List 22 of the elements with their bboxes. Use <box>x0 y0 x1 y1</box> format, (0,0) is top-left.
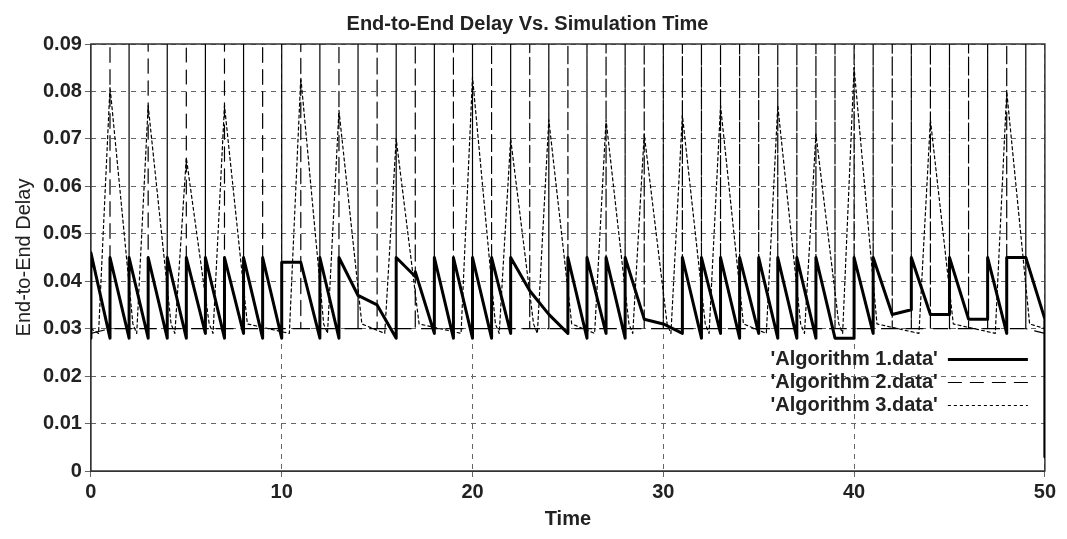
x-tick-label: 50 <box>1033 479 1056 502</box>
y-tick-label: 0.02 <box>42 363 82 386</box>
y-tick-label: 0.05 <box>42 221 82 244</box>
y-tick-label: 0 <box>70 458 82 481</box>
legend-label: 'Algorithm 3.data' <box>770 393 938 416</box>
x-axis-title: Time <box>544 506 592 529</box>
y-tick-label: 0.06 <box>42 173 82 196</box>
x-tick-label: 40 <box>842 479 866 502</box>
x-tick-label: 0 <box>85 479 97 502</box>
legend-label: 'Algorithm 1.data' <box>770 347 938 370</box>
x-tick-label: 30 <box>652 479 675 502</box>
y-axis-title: End-to-End Delay <box>11 178 34 337</box>
y-tick-label: 0.07 <box>42 126 82 149</box>
y-tick-label: 0.04 <box>42 268 83 291</box>
x-tick-label: 10 <box>270 479 293 502</box>
y-tick-label: 0.09 <box>42 31 82 54</box>
y-tick-label: 0.03 <box>42 316 82 339</box>
chart-title: End-to-End Delay Vs. Simulation Time <box>346 11 709 34</box>
y-tick-label: 0.01 <box>42 411 82 434</box>
x-tick-label: 20 <box>461 479 484 502</box>
y-tick-label: 0.08 <box>42 78 82 101</box>
legend-label: 'Algorithm 2.data' <box>770 370 938 393</box>
